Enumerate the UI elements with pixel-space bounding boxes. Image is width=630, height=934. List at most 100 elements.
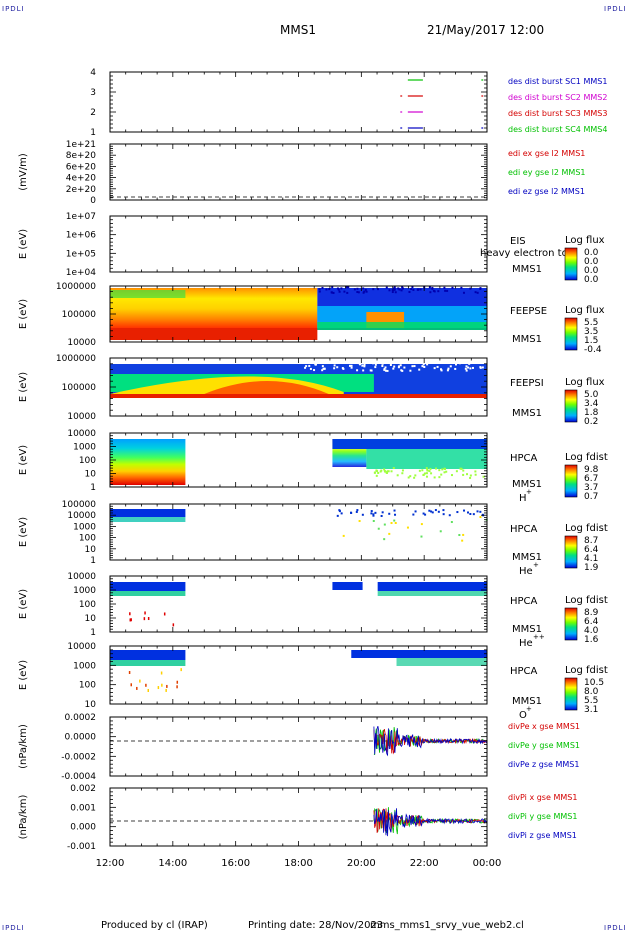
y-tick-label: 10 xyxy=(85,614,97,624)
spectrogram-pixel xyxy=(471,366,474,369)
spectrogram-pixel xyxy=(381,511,384,514)
spectrogram-pixel xyxy=(363,290,366,293)
spectrogram-pixel xyxy=(420,523,423,526)
y-tick-label: 1e+05 xyxy=(66,249,96,259)
spectrogram-pixel xyxy=(336,514,339,517)
spectrogram-pixel xyxy=(398,288,401,291)
spectrogram-pixel xyxy=(176,685,178,689)
colorbar-value: 10.5 xyxy=(584,678,604,688)
x-tick-label: 18:00 xyxy=(284,858,313,869)
colorbar-value: 0.0 xyxy=(584,275,599,285)
summary-plot: 4 3 2 1 des dist burst SC1 MMS1 des dist burs… xyxy=(18,68,608,869)
spectrogram-pixel xyxy=(454,363,457,366)
spectrogram-pixel xyxy=(340,287,343,290)
colorbar-value: 6.4 xyxy=(584,545,599,555)
y-tick-label: 10000 xyxy=(67,511,96,521)
instrument-label: MMS1 xyxy=(512,552,542,563)
spectrogram-pixel xyxy=(372,288,375,291)
spectrogram-pixel xyxy=(464,367,467,370)
footer-produced-by: Produced by cl (IRAP) xyxy=(101,920,208,931)
spectrogram-pixel xyxy=(419,288,422,291)
spectrogram-pixel xyxy=(388,532,391,535)
spectrogram-pixel xyxy=(383,368,386,371)
series-label: des dist burst SC2 MMS2 xyxy=(508,93,607,102)
colorbar-title: Log fdist xyxy=(565,595,608,606)
spectrogram-pixel xyxy=(393,519,396,522)
spectrogram-pixel xyxy=(305,365,308,368)
spectrogram-pixel xyxy=(411,286,414,289)
spectrogram-pixel xyxy=(383,538,386,541)
colorbar-value: 3.4 xyxy=(584,399,599,409)
colorbar-value: 5.5 xyxy=(584,318,598,328)
y-tick-label: 1000000 xyxy=(56,354,96,364)
spectrogram-pixel xyxy=(356,287,359,290)
spectrogram-pixel xyxy=(396,474,399,477)
spectrogram-pixel xyxy=(474,470,477,473)
y-tick-label: 10000 xyxy=(67,572,96,582)
spectrogram-pixel xyxy=(392,367,395,370)
spectrogram-pixel xyxy=(428,286,431,289)
overlay-label: heavy electron to xyxy=(480,248,568,259)
spectrogram-pixel xyxy=(139,679,141,683)
spectrogram-band xyxy=(110,290,186,298)
colorbar xyxy=(564,535,578,569)
panel-frame xyxy=(109,716,488,777)
spectrogram-pixel xyxy=(474,291,477,294)
spectrogram-pixel xyxy=(408,290,411,293)
spectrogram-pixel xyxy=(360,362,363,365)
y-tick-label: -0.0002 xyxy=(61,752,96,762)
colorbar-title: Log flux xyxy=(565,305,605,316)
spectrogram-pixel xyxy=(308,364,311,367)
y-tick-label: 6e+20 xyxy=(66,162,97,172)
spectrogram-pixel xyxy=(372,514,375,517)
spectrogram-pixel xyxy=(144,611,146,615)
series-label: edi ez gse l2 MMS1 xyxy=(508,187,585,196)
spectrogram-pixel xyxy=(385,471,388,474)
spectrogram-pixel xyxy=(444,289,447,292)
spectrogram-pixel xyxy=(476,291,479,294)
spectrogram-pixel xyxy=(355,510,358,513)
spectrogram-pixel xyxy=(474,473,477,476)
y-tick-label: 100000 xyxy=(62,310,97,320)
spectrogram-pixel xyxy=(440,369,443,372)
y-tick-label: -0.001 xyxy=(67,842,96,852)
colorbar-value: 0.0 xyxy=(584,257,599,267)
spectrogram-pixel xyxy=(450,521,453,524)
y-tick-label: 1000 xyxy=(73,586,96,596)
mission-title: MMS1 xyxy=(280,23,316,37)
spectrogram-pixel xyxy=(467,366,470,369)
spectrogram-pixel xyxy=(377,288,380,291)
colorbar-title: Log flux xyxy=(565,235,605,246)
colorbar-value: 4.1 xyxy=(584,554,598,564)
spectrogram-band xyxy=(204,381,329,394)
panel-hpca_h: 10000 1000 100 10 1 E (eV) HPCA MMS1 H+ Log fdist… xyxy=(18,429,608,504)
spectrogram-pixel xyxy=(437,510,440,513)
colorbar-value: 6.7 xyxy=(584,474,598,484)
corner-label-bottom-left: IPDLI xyxy=(2,924,25,932)
y-axis-label: E (eV) xyxy=(18,445,29,475)
instrument-label: HPCA xyxy=(510,596,538,607)
spectrogram-pixel xyxy=(375,469,378,472)
spectrogram-pixel xyxy=(425,475,428,478)
spectrogram-pixel xyxy=(430,510,433,513)
series-line xyxy=(373,808,488,837)
spectrogram-pixel xyxy=(441,468,444,471)
y-tick-label: 4 xyxy=(90,68,96,78)
spectrogram-pixel xyxy=(358,520,361,523)
spectrogram-pixel xyxy=(450,474,453,477)
x-tick-label: 16:00 xyxy=(221,858,250,869)
y-axis-label: (nPa/km) xyxy=(18,724,29,769)
series-label: divPe x gse MMS1 xyxy=(508,722,580,731)
instrument-label: HPCA xyxy=(510,666,538,677)
x-tick-label: 14:00 xyxy=(158,858,187,869)
spectrogram-pixel xyxy=(469,287,472,290)
spectrogram-pixel xyxy=(412,288,415,291)
spectrogram-pixel xyxy=(462,469,465,472)
spectrogram-pixel xyxy=(446,289,449,292)
y-tick-label: 10000 xyxy=(67,338,96,348)
spectrogram-pixel xyxy=(321,369,324,372)
series-label: des dist burst SC4 MMS4 xyxy=(508,125,607,134)
spectrogram-pixel xyxy=(381,362,384,365)
spectrogram-pixel xyxy=(393,509,396,512)
date-time: 21/May/2017 12:00 xyxy=(427,23,545,37)
